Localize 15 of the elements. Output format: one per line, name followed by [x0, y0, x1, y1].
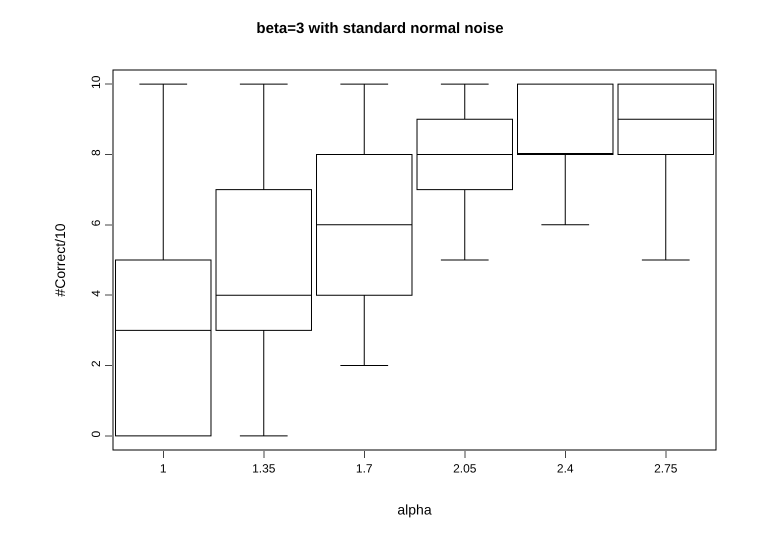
x-tick-label: 2.4	[556, 461, 574, 476]
x-tick-label: 1.35	[252, 461, 276, 476]
x-tick-label: 2.05	[453, 461, 477, 476]
y-tick-label: 8	[89, 148, 104, 156]
x-axis-title: alpha	[397, 502, 432, 518]
y-tick-label: 6	[89, 219, 104, 226]
chart-title: beta=3 with standard normal noise	[256, 20, 504, 38]
x-tick-label: 1.7	[356, 461, 373, 476]
y-tick-label: 2	[89, 360, 104, 368]
y-tick-label: 10	[89, 75, 104, 89]
y-axis-title: #Correct/10	[52, 223, 68, 297]
x-tick-label: 1	[160, 461, 167, 476]
x-tick-label: 2.75	[654, 461, 678, 476]
y-tick-label: 4	[89, 290, 104, 297]
y-tick-label: 0	[89, 430, 104, 438]
